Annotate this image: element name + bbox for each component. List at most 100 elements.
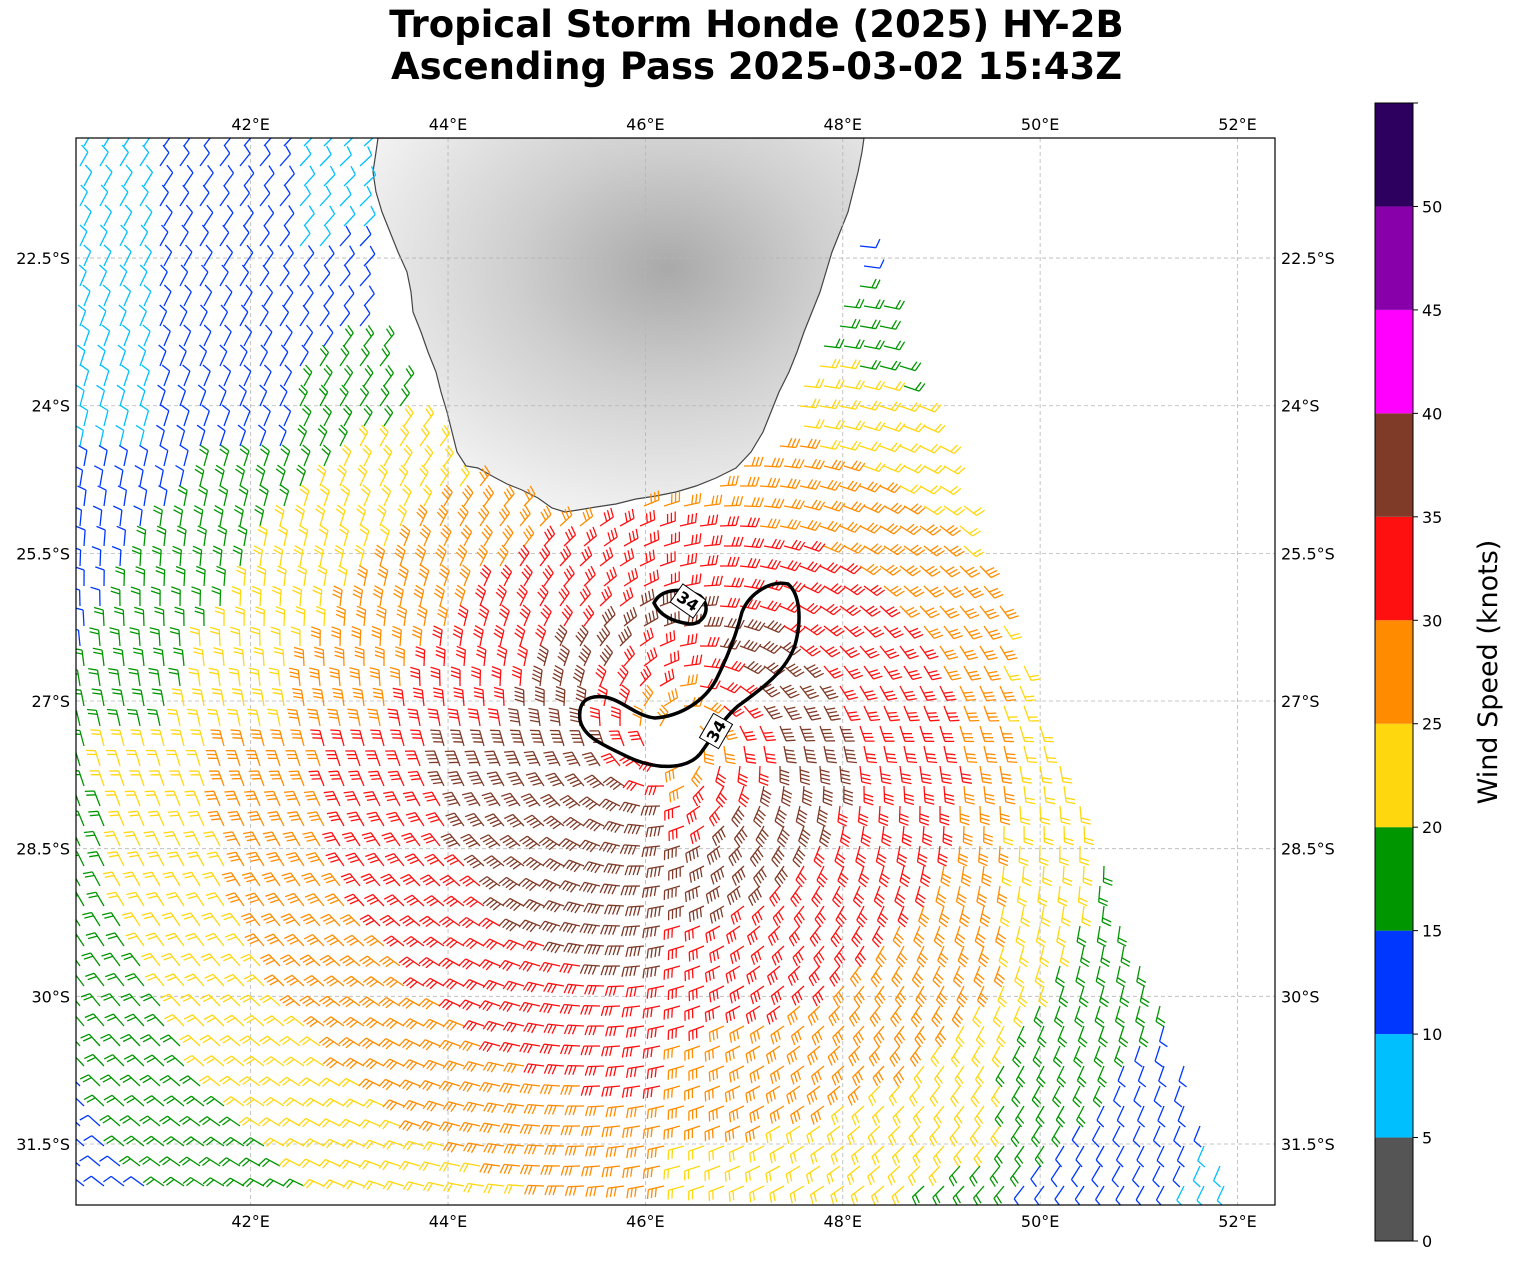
wind-barb-2026 (1034, 1145, 1045, 1168)
wind-barb-1401 (600, 924, 621, 935)
wind-barb-319 (743, 456, 764, 467)
wind-barb-465 (419, 524, 431, 547)
wind-barb-729 (132, 647, 145, 667)
wind-barb-1081 (383, 791, 401, 807)
wind-barb-349 (459, 464, 470, 487)
wind-barb-1744 (991, 1045, 1002, 1068)
wind-barb-864 (923, 705, 940, 722)
wind-barb-995 (664, 765, 681, 783)
lon-tick-top-2: 46°E (626, 115, 664, 134)
wind-barb-1850 (888, 1085, 901, 1107)
wind-barb-1203 (792, 845, 806, 868)
wind-barb-1017 (109, 770, 125, 787)
wind-barb-1289 (439, 874, 461, 887)
wind-barb-739 (334, 646, 345, 667)
wind-barb-95 (163, 244, 173, 267)
wind-barb-2064 (642, 1165, 661, 1179)
wind-barb-273 (95, 424, 105, 447)
wind-barb-1484 (140, 952, 161, 967)
wind-barb-696 (411, 625, 423, 647)
wind-barb-1268 (1082, 865, 1093, 887)
wind-barb-376 (340, 484, 351, 507)
wind-barb-1178 (282, 831, 301, 847)
colorbar-tick-label-5: 25 (1422, 715, 1442, 734)
wind-barb-1770 (402, 1059, 425, 1071)
wind-barb-56 (299, 185, 311, 207)
wind-barb-1781 (625, 1065, 645, 1078)
wind-barb-1155 (860, 825, 872, 847)
wind-barb-125 (123, 284, 132, 307)
wind-barb-1949 (622, 1125, 641, 1139)
wind-barb-1627 (848, 1005, 861, 1027)
wind-barb-608 (537, 584, 549, 607)
wind-barb-985 (464, 750, 481, 767)
wind-barb-1229 (285, 851, 305, 867)
wind-barb-1218 (76, 851, 85, 867)
wind-barb-1014 (1059, 765, 1073, 784)
wind-barb-259 (322, 404, 332, 427)
wind-barb-1068 (124, 790, 141, 807)
wind-barb-1037 (506, 771, 525, 787)
wind-barb-2047 (298, 1158, 321, 1169)
wind-barb-1362 (876, 905, 889, 928)
wind-barb-1080 (363, 791, 381, 807)
wind-barb-1977 (1193, 1125, 1202, 1148)
wind-barb-1544 (263, 974, 285, 987)
wind-barb-352 (740, 476, 760, 487)
wind-barb-1399 (558, 921, 581, 934)
wind-barb-1736 (827, 1045, 841, 1066)
wind-barb-1947 (580, 1125, 601, 1137)
wind-barb-1547 (323, 975, 345, 987)
wind-barb-1171 (143, 830, 161, 847)
wind-barb-257 (283, 404, 292, 427)
wind-barb-419 (397, 504, 407, 527)
wind-barb-1897 (708, 1105, 725, 1122)
wind-barb-879 (247, 708, 261, 727)
wind-barb-755 (663, 650, 680, 667)
wind-barb-982 (404, 750, 421, 767)
wind-barb-824 (111, 688, 125, 707)
wind-barb-541 (115, 566, 126, 587)
wind-barb-1645 (104, 1013, 125, 1027)
wind-barb-862 (883, 705, 900, 722)
wind-barb-1669 (584, 1025, 605, 1036)
wind-barb-1041 (583, 774, 605, 789)
wind-barb-656 (561, 604, 573, 627)
wind-barb-1869 (143, 1095, 165, 1107)
wind-barb-1317 (1016, 885, 1027, 907)
wind-barb-1882 (402, 1099, 425, 1112)
wind-barb-1013 (1039, 765, 1053, 784)
wind-barb-302 (118, 444, 129, 467)
wind-barb-154 (339, 305, 351, 327)
wind-barb-14 (363, 138, 374, 147)
wind-barb-33 (143, 164, 154, 187)
wind-barb-1607 (438, 998, 461, 1011)
wind-barb-230 (218, 384, 227, 407)
wind-barb-1545 (283, 974, 305, 987)
colorbar-bin-3 (1375, 827, 1413, 931)
wind-barb-430 (619, 508, 635, 527)
wind-barb-643 (295, 605, 306, 627)
wind-barb-212 (323, 364, 333, 387)
wind-barb-1123 (207, 810, 225, 827)
wind-barb-284 (317, 424, 328, 447)
wind-barb-1974 (1132, 1125, 1141, 1148)
wind-barb-1635 (1013, 1005, 1023, 1028)
wind-barb-269 (883, 422, 906, 432)
wind-barb-1400 (579, 923, 601, 935)
wind-barb-711 (719, 638, 741, 650)
wind-barb-1204 (813, 845, 825, 868)
wind-barb-1922 (79, 1114, 101, 1127)
wind-barb-28 (339, 146, 352, 167)
wind-barb-1129 (326, 811, 345, 827)
wind-barb-602 (413, 584, 425, 607)
wind-barb-1428 (85, 932, 105, 947)
wind-barb-1248 (668, 865, 685, 881)
wind-barb-789 (369, 667, 381, 687)
wind-barb-1753 (76, 1056, 85, 1067)
wind-barb-1787 (749, 1065, 765, 1084)
wind-barb-1667 (543, 1023, 565, 1034)
wind-barb-972 (205, 749, 221, 767)
wind-barb-1117 (88, 810, 105, 827)
wind-barb-1278 (221, 871, 241, 887)
